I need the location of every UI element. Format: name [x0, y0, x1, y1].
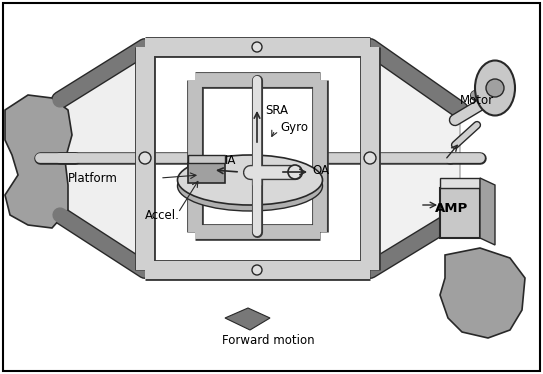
Polygon shape — [188, 163, 225, 183]
Polygon shape — [225, 308, 270, 330]
Polygon shape — [480, 178, 495, 245]
Text: AMP: AMP — [435, 202, 469, 215]
Ellipse shape — [475, 61, 515, 116]
Circle shape — [288, 165, 302, 179]
Polygon shape — [440, 178, 480, 188]
Polygon shape — [60, 47, 145, 270]
Polygon shape — [5, 95, 72, 228]
Text: OA: OA — [312, 163, 329, 177]
Text: Platform: Platform — [68, 172, 118, 184]
Circle shape — [364, 152, 376, 164]
Ellipse shape — [178, 155, 323, 205]
Polygon shape — [440, 248, 525, 338]
Text: Motor: Motor — [460, 94, 494, 107]
Circle shape — [486, 79, 504, 97]
Polygon shape — [440, 188, 480, 238]
Text: Accel.: Accel. — [145, 208, 180, 221]
Polygon shape — [188, 155, 225, 163]
Polygon shape — [370, 47, 460, 270]
Text: Forward motion: Forward motion — [222, 334, 314, 346]
Text: SRA: SRA — [265, 104, 288, 116]
Ellipse shape — [178, 161, 323, 211]
Circle shape — [252, 265, 262, 275]
Text: IA: IA — [225, 153, 236, 166]
Circle shape — [139, 152, 151, 164]
Circle shape — [252, 42, 262, 52]
Text: Gyro: Gyro — [280, 120, 308, 134]
